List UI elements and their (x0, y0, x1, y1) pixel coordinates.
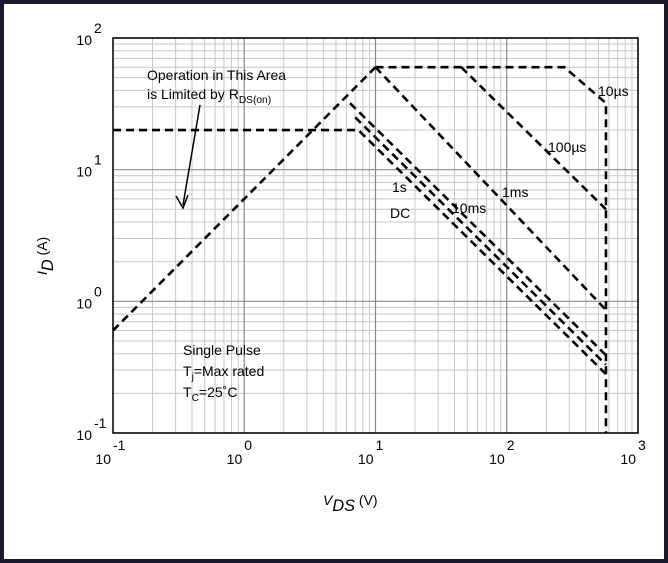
x-tick-label: 10 (227, 451, 243, 467)
x-tick-label: 10 (95, 451, 111, 467)
y-tick-exponent: 0 (94, 283, 102, 299)
series-line (354, 116, 607, 366)
annotation: Tj=Max rated (183, 363, 264, 383)
annotation-part: is Limited by R (147, 86, 239, 102)
y-axis-label: ID (A) (34, 237, 57, 275)
x-tick-label: 10 (620, 451, 636, 467)
x-axis-label-part: DS (332, 497, 355, 515)
y-tick-label: 10 (76, 164, 92, 180)
y-tick-exponent: -1 (94, 415, 107, 431)
y-axis-label-part: I (34, 271, 50, 275)
y-tick-exponent: 2 (94, 20, 102, 36)
x-tick-exponent: 1 (376, 437, 384, 453)
annotation-part: Single Pulse (183, 342, 261, 358)
annotation-part: T (183, 363, 192, 379)
series-line (112, 66, 377, 332)
x-tick-exponent: -1 (113, 437, 126, 453)
x-axis-label-part: (V) (355, 492, 378, 508)
annotation-part: T (183, 384, 192, 400)
series-label: 1ms (502, 184, 528, 200)
y-tick-label: 10 (76, 32, 92, 48)
series-label: 10ms (452, 200, 486, 216)
x-tick-exponent: 3 (638, 437, 646, 453)
x-axis-label: VDS (V) (323, 492, 378, 515)
annotation-part: Operation in This Area (147, 67, 286, 83)
series-label: DC (390, 205, 410, 221)
lines (112, 65, 608, 433)
annotation-part: =Max rated (194, 363, 264, 379)
annotation: TC=25˚C (183, 384, 237, 404)
y-tick-exponent: 1 (94, 152, 102, 168)
annotation: is Limited by RDS(on) (147, 86, 271, 106)
y-axis-label-part: D (39, 259, 57, 271)
series-label: 10µs (598, 83, 629, 99)
annotation-part: DS(on) (239, 95, 271, 106)
y-axis-label-part: (A) (34, 237, 50, 260)
y-tick-label: 10 (76, 427, 92, 443)
series-line (374, 66, 607, 311)
arrow-head (175, 194, 189, 210)
series-line (113, 128, 607, 376)
x-tick-exponent: 0 (244, 437, 252, 453)
series-label: 100µs (548, 139, 586, 155)
annotation-part: =25˚C (199, 384, 238, 400)
series-label: 1s (392, 179, 407, 195)
arrow (182, 104, 201, 206)
plot-border (112, 37, 639, 434)
x-tick-label: 10 (358, 451, 374, 467)
annotation: Single Pulse (183, 342, 261, 358)
annotation-part: C (192, 393, 199, 404)
x-tick-label: 10 (489, 451, 505, 467)
series-line (349, 102, 607, 357)
y-tick-label: 10 (76, 295, 92, 311)
annotation: Operation in This Area (147, 67, 286, 83)
series-line (460, 66, 607, 211)
series-line (375, 65, 608, 433)
x-axis-label-part: V (323, 492, 334, 508)
x-tick-exponent: 2 (507, 437, 515, 453)
annotation-part: j (191, 372, 194, 383)
